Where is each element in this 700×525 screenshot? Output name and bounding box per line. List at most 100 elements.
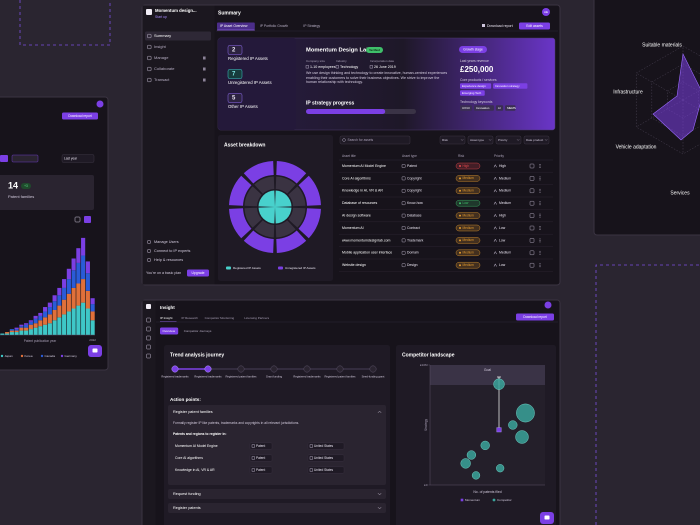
tab-label: IP Asset Overview xyxy=(220,24,248,28)
tab[interactable]: IP Asset Overview xyxy=(217,22,255,31)
competitor-bubble xyxy=(471,471,481,480)
tag xyxy=(460,83,492,89)
nav-item[interactable]: Insight xyxy=(147,44,167,49)
tab[interactable]: IP Insight xyxy=(160,316,177,322)
filter-dropdown[interactable]: Priority xyxy=(495,135,522,145)
bar-segment xyxy=(71,258,76,271)
tab[interactable]: IP Strategy xyxy=(303,24,320,28)
asset-type: Contract xyxy=(407,226,420,230)
region-name: United States xyxy=(314,456,334,460)
bar-segment xyxy=(76,305,81,335)
filter-label: Last year xyxy=(64,156,78,160)
filter-chip xyxy=(11,154,39,163)
progress-title: IP strategy progress xyxy=(306,100,354,106)
bar-segment xyxy=(85,290,90,309)
nav-item[interactable]: Summary xyxy=(145,31,211,41)
bar-segment xyxy=(14,327,19,330)
rail-icon[interactable] xyxy=(146,335,151,341)
avatar[interactable]: AE xyxy=(542,8,550,16)
nav-item[interactable]: Help & resources xyxy=(146,257,183,263)
row-action[interactable] xyxy=(529,188,535,194)
nav-label: Summary xyxy=(154,33,171,38)
row-action[interactable] xyxy=(529,163,535,169)
rail-icon[interactable] xyxy=(146,326,151,332)
row-action[interactable] xyxy=(529,200,535,206)
upgrade-button[interactable]: Upgrade xyxy=(187,269,209,277)
table-row[interactable]: Momentum AI Contract Medium Low xyxy=(339,224,553,235)
table-row[interactable]: Website design Design Medium Low xyxy=(339,262,553,272)
rail-icon[interactable] xyxy=(146,344,151,350)
table-row[interactable]: Mobile application user interface Domain M… xyxy=(339,249,553,260)
button-bg xyxy=(187,269,209,277)
risk-label: High xyxy=(463,164,470,168)
accordion-header[interactable]: Register patent families xyxy=(173,410,382,414)
donut-outer-segment xyxy=(229,208,252,239)
rail-icon[interactable] xyxy=(146,353,151,359)
nav-item[interactable]: Connect to IP experts xyxy=(146,248,191,254)
filter-dropdown[interactable]: Date product xyxy=(523,135,550,145)
table-row[interactable]: Knowledge in AI, VR & AR Copyright Medium M… xyxy=(339,187,553,198)
row-action[interactable] xyxy=(529,176,535,181)
nav-item[interactable]: Manage xyxy=(147,55,206,60)
row-action[interactable] xyxy=(529,213,535,218)
lock-icon xyxy=(203,67,206,71)
row-action[interactable] xyxy=(529,250,535,256)
row-action[interactable] xyxy=(529,263,535,268)
donut-outer-segment xyxy=(243,161,274,184)
tool-icon[interactable] xyxy=(74,216,81,223)
subtab[interactable]: Competitor Journeys xyxy=(184,329,212,333)
table-row[interactable]: www.momentumdesignlab.com Trademark Medium… xyxy=(339,237,553,247)
chat-button[interactable] xyxy=(540,512,554,524)
bar-segment xyxy=(38,312,43,316)
priority-label: High xyxy=(499,164,506,168)
row-action[interactable] xyxy=(529,225,535,231)
nav-item[interactable]: Collaborate xyxy=(147,66,206,71)
filter-dropdown[interactable]: Risk xyxy=(439,135,466,145)
risk-dot xyxy=(459,189,461,192)
priority-icon xyxy=(493,176,497,180)
accordion-header[interactable]: Register patents xyxy=(173,506,382,510)
nav-icon xyxy=(146,239,152,245)
bar-segment xyxy=(9,329,14,331)
table-row[interactable]: Momentum AI Model Engine Patent High High xyxy=(339,162,553,173)
kebab-dot xyxy=(539,167,541,168)
chip xyxy=(307,454,345,462)
subtab[interactable]: Overview xyxy=(160,327,179,335)
tag xyxy=(495,105,504,111)
filter-dropdown[interactable]: Asset type xyxy=(467,135,494,145)
download-button[interactable]: Download report xyxy=(482,24,513,28)
table-row[interactable]: Core AI algorithms Copyright Medium Medium xyxy=(339,175,553,185)
legend-swatch xyxy=(226,266,231,270)
download-button[interactable]: Download report xyxy=(516,313,554,321)
journey-step xyxy=(336,365,344,373)
button-label: Download report xyxy=(487,24,513,28)
chip-icon xyxy=(251,468,255,472)
tab[interactable]: Licensing Partners xyxy=(244,316,269,320)
tab[interactable]: IP Portfolio Growth xyxy=(260,24,289,28)
legend-swatch xyxy=(460,498,464,502)
risk-label: Medium xyxy=(463,189,475,193)
edit-button[interactable]: Edit assets xyxy=(519,22,550,30)
tag-label: Experience design xyxy=(462,84,486,88)
search-box[interactable]: Search for assets xyxy=(339,135,411,145)
accordion-header[interactable]: Request funding xyxy=(173,492,382,496)
tab[interactable]: Competitor Monitoring xyxy=(205,316,235,320)
table-row[interactable]: AI design software Database Medium High xyxy=(339,212,553,223)
bar-segment xyxy=(43,324,48,335)
tool-icon[interactable] xyxy=(84,216,91,223)
nav-item[interactable]: Manage Users xyxy=(146,239,179,245)
chat-button[interactable] xyxy=(88,345,102,357)
filter-bg xyxy=(467,135,494,145)
chevron xyxy=(544,139,548,141)
nav-item[interactable]: Transact xyxy=(147,77,206,82)
bar-segment xyxy=(76,248,81,263)
rail-icon[interactable] xyxy=(146,317,151,323)
row-action[interactable] xyxy=(529,238,535,243)
filter-dropdown[interactable]: Last year xyxy=(61,154,95,163)
count-value: 2 xyxy=(232,48,236,54)
table-row[interactable]: Database of resources Know-how Low Medium xyxy=(339,199,553,210)
download-button[interactable]: Download report xyxy=(62,112,98,120)
bar-segment xyxy=(90,304,95,312)
tab[interactable]: IP Research xyxy=(182,316,199,320)
donut-middle-segment xyxy=(244,186,262,207)
